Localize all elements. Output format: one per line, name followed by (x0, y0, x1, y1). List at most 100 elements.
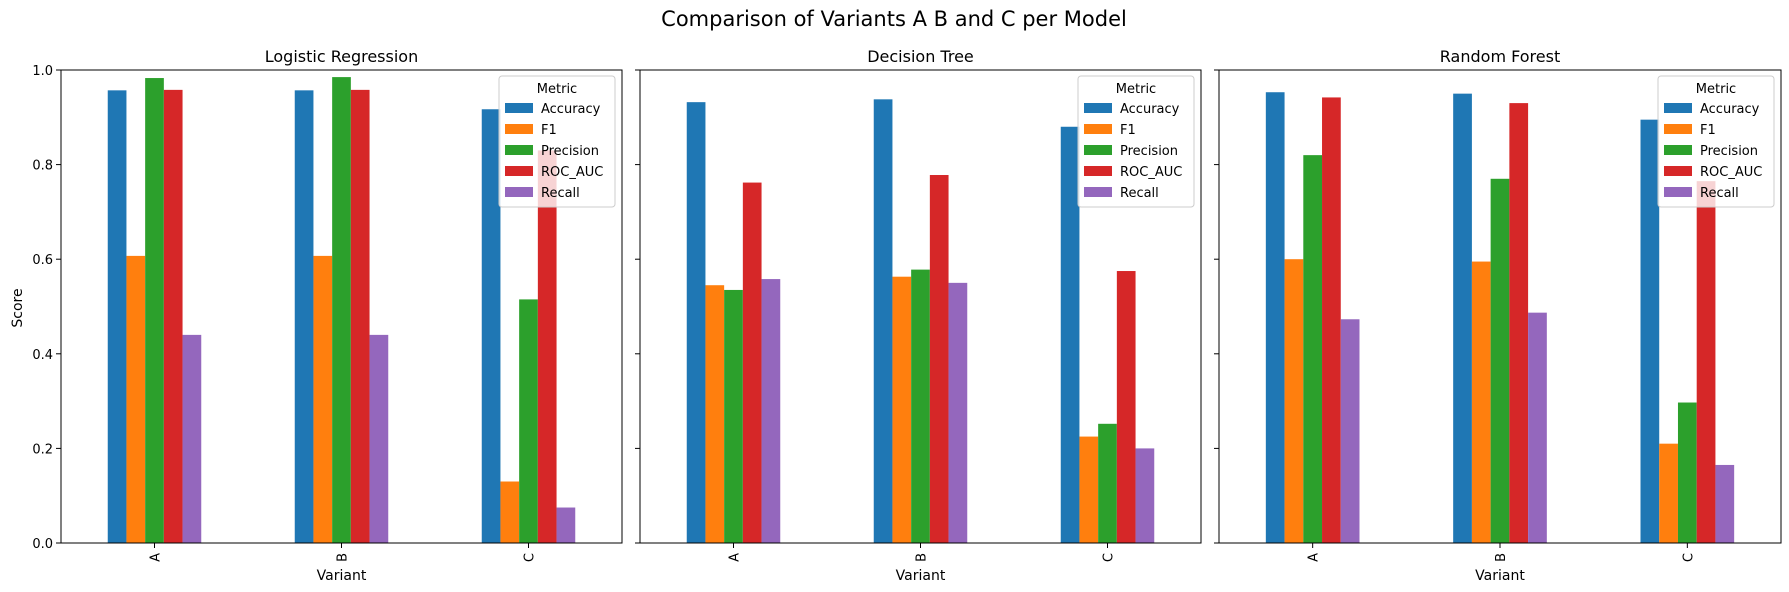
bar (519, 299, 538, 543)
bar (294, 90, 314, 543)
legend: Metric Accuracy F1 Precision ROC_AUC Recall (1657, 75, 1775, 208)
bar (1303, 155, 1323, 543)
bar (1528, 312, 1547, 543)
bar (1490, 178, 1510, 544)
x-tick-label: A (728, 553, 743, 562)
bar (1677, 402, 1697, 543)
legend-label: Recall (541, 186, 580, 201)
bar (1471, 261, 1491, 543)
x-tick-label: C (1102, 553, 1117, 562)
x-tick-label: B (336, 553, 351, 562)
legend-label: Accuracy (541, 102, 601, 117)
legend-title: Metric (1116, 82, 1156, 97)
legend-label: Recall (1120, 186, 1159, 201)
legend-label: F1 (541, 123, 557, 138)
bar (911, 269, 930, 543)
bar (182, 334, 202, 543)
bar (1322, 97, 1341, 544)
legend-swatch (1084, 145, 1112, 155)
subplot-title: Random Forest (1440, 47, 1560, 66)
legend-label: ROC_AUC (1700, 165, 1762, 180)
legend-swatch (1084, 103, 1112, 113)
y-tick-label: 1.0 (32, 64, 53, 79)
x-axis-label: Variant (317, 568, 367, 584)
x-axis-label: Variant (896, 568, 946, 584)
bar (1284, 259, 1304, 543)
bar (705, 285, 725, 543)
bar (481, 109, 501, 543)
legend-swatch (1084, 166, 1112, 176)
chart-panels: Logistic Regression 0.0 0.2 0.4 0.6 0.8 1.0 A B C… (32, 47, 1782, 584)
legend-swatch (1664, 103, 1692, 113)
bar (929, 175, 949, 543)
legend: Metric Accuracy F1 Precision ROC_AUC Recall (498, 75, 616, 208)
y-tick-label: 0.6 (32, 253, 53, 268)
x-tick-label: C (1681, 553, 1696, 562)
legend-swatch (1664, 124, 1692, 134)
legend-swatch (505, 166, 533, 176)
legend-label: Precision (1700, 144, 1758, 159)
subplot-title: Decision Tree (867, 47, 974, 66)
legend-swatch (505, 124, 533, 134)
legend-swatch (1084, 124, 1112, 134)
legend-swatch (1664, 166, 1692, 176)
legend-swatch (1664, 145, 1692, 155)
bar (1340, 319, 1360, 543)
bar (1659, 443, 1678, 543)
legend-swatch (505, 187, 533, 197)
bar (1116, 271, 1136, 543)
bar (1265, 92, 1285, 543)
legend: Metric Accuracy F1 Precision ROC_AUC Recall (1077, 75, 1195, 208)
x-tick-label: B (915, 553, 930, 562)
y-tick-label: 0.2 (32, 442, 53, 457)
bar (1060, 126, 1080, 543)
bar (350, 89, 370, 544)
legend-swatch (1664, 187, 1692, 197)
bar (556, 507, 576, 543)
figure-suptitle: Comparison of Variants A B and C per Mod… (661, 7, 1127, 31)
chart-panel: Decision Tree A B C Variant Metric Accuracy F1 P… (635, 47, 1202, 584)
bar (1079, 436, 1099, 543)
bar (107, 90, 127, 543)
legend-title: Metric (1696, 82, 1736, 97)
legend-label: ROC_AUC (541, 165, 603, 180)
x-axis-label: Variant (1475, 568, 1525, 584)
bar (1135, 448, 1155, 543)
x-tick-label: B (1494, 553, 1509, 562)
y-tick-label: 0.0 (32, 537, 53, 552)
legend-label: Accuracy (1700, 102, 1760, 117)
chart-panel: Logistic Regression 0.0 0.2 0.4 0.6 0.8 1.0 A B C… (32, 47, 623, 584)
bar (761, 279, 781, 543)
y-tick-label: 0.8 (32, 159, 53, 174)
bar (332, 77, 351, 543)
bar (1098, 423, 1117, 543)
legend-swatch (505, 103, 533, 113)
legend-swatch (1084, 187, 1112, 197)
bar (369, 334, 389, 543)
bar (1509, 103, 1529, 544)
x-tick-label: A (1307, 553, 1322, 562)
bar (500, 481, 520, 543)
legend-label: Precision (541, 144, 599, 159)
bar (873, 99, 893, 543)
bar (1696, 181, 1716, 543)
y-axis-label: Score (10, 288, 26, 327)
bar (126, 255, 146, 543)
bar (313, 255, 333, 543)
legend-label: Accuracy (1120, 102, 1180, 117)
bar (163, 89, 183, 544)
legend-label: Recall (1700, 186, 1739, 201)
legend-label: F1 (1700, 123, 1716, 138)
subplot-title: Logistic Regression (265, 47, 418, 66)
bar (892, 276, 912, 543)
x-tick-label: C (523, 553, 538, 562)
legend-title: Metric (537, 82, 577, 97)
bar (724, 289, 743, 543)
x-tick-label: A (149, 553, 164, 562)
bar (686, 102, 706, 543)
legend-label: ROC_AUC (1120, 165, 1182, 180)
bar (742, 182, 762, 543)
legend-swatch (505, 145, 533, 155)
legend-label: F1 (1120, 123, 1136, 138)
